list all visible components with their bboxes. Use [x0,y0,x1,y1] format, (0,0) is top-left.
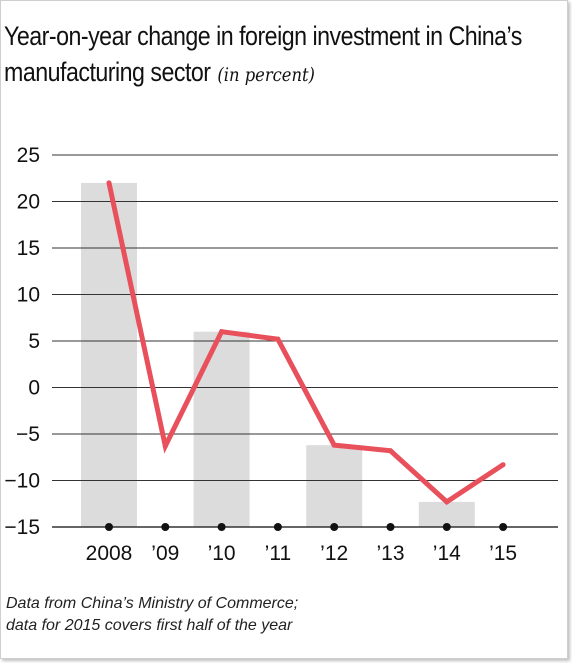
source-line-1: Data from China’s Ministry of Commerce; [6,595,299,612]
x-tick-label-1: ’09 [151,542,179,565]
data-point-3 [275,336,281,342]
x-tick-dot-0 [105,523,113,531]
x-tick-dot-1 [161,523,170,531]
data-point-6 [444,499,450,505]
title-line-2-text: manufacturing sector [4,57,211,87]
series-line [106,182,505,506]
shaded-bar-4 [306,445,363,527]
shaded-bar-2 [193,331,250,527]
data-point-2 [219,329,225,335]
data-point-0 [106,180,112,186]
x-tick-label-2: ’10 [208,542,236,565]
shaded-bar-0 [81,182,137,527]
x-tick-label-6: ’14 [433,542,461,565]
chart-title: Year-on-year change in foreign investmen… [4,18,522,93]
y-tick-label-0: 25 [17,144,40,167]
source-line-2: data for 2015 covers first half of the y… [6,617,293,634]
title-line-2: manufacturing sector (in percent) [4,54,489,93]
data-point-5 [388,448,393,454]
y-tick-label-6: −5 [16,423,40,446]
source-note: Data from China’s Ministry of Commerce; … [6,593,298,637]
x-tick-dot-3 [273,523,282,531]
y-tick-label-3: 10 [17,284,40,307]
x-tick-dot-4 [330,523,339,531]
x-tick-dot-7 [499,523,508,531]
shaded-bar-6 [418,501,475,527]
data-point-1 [162,443,168,449]
data-point-4 [331,442,337,448]
x-tick-label-3: ’11 [265,542,291,565]
x-tick-dot-5 [386,523,395,531]
y-tick-label-7: −10 [4,470,40,493]
title-unit: (in percent) [217,64,315,86]
data-point-7 [500,462,506,468]
x-tick-label-4: ’12 [320,542,348,565]
x-tick-label-7: ’15 [489,542,517,565]
y-tick-label-5: 0 [28,377,40,400]
x-tick-label-0: 2008 [86,542,133,565]
y-tick-label-8: −15 [4,516,40,539]
x-tick-dot-2 [217,523,226,531]
y-tick-label-1: 20 [17,191,40,214]
x-tick-label-5: ’13 [376,542,404,565]
y-tick-label-2: 15 [17,237,40,260]
x-tick-dot-6 [442,523,451,531]
title-line-1: Year-on-year change in foreign investmen… [4,21,522,51]
y-tick-label-4: 5 [28,330,40,353]
